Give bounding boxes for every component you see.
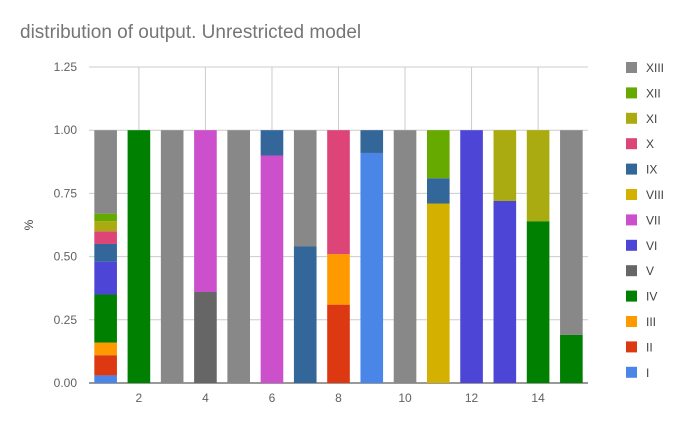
bar-segment-IV-x14 [526, 221, 550, 383]
bar-segment-III-x8 [327, 254, 350, 305]
legend-label: IV [646, 290, 657, 304]
bar-segment-IX-x7 [293, 246, 317, 383]
x-tick-label: 4 [202, 391, 209, 405]
bar-segment-XIII-x5 [227, 130, 251, 383]
legend-swatch [626, 341, 637, 353]
bar-segment-XIII-x15 [560, 130, 583, 335]
bar-segment-IX-x6 [260, 130, 284, 156]
legend-label: II [646, 340, 653, 354]
legend-swatch [626, 138, 637, 150]
legend-swatch [626, 265, 637, 277]
chart-title: distribution of output. Unrestricted mod… [20, 22, 362, 43]
bar-segment-X-x1 [94, 231, 117, 244]
bar-segment-XIII-x1 [94, 130, 117, 214]
legend-label: XIII [646, 61, 664, 75]
bar-segment-XII-x11 [426, 130, 450, 179]
bar-segment-VI-x13 [493, 200, 517, 383]
legend-label: XI [646, 112, 657, 126]
bar-segment-XIII-x7 [293, 130, 317, 247]
bar-segment-VI-x12 [460, 130, 483, 383]
legend-label: IX [646, 163, 657, 177]
bar-segment-IV-x1 [94, 294, 117, 343]
bar-segment-X-x8 [327, 130, 350, 255]
bar-segment-XIII-x10 [393, 130, 417, 383]
legend-swatch [626, 87, 637, 99]
y-tick-label: 0.50 [54, 250, 78, 264]
x-tick-label: 10 [398, 391, 412, 405]
y-tick-label: 0.25 [54, 313, 78, 327]
legend-swatch [626, 366, 637, 378]
bar-segment-I-x1 [94, 375, 117, 383]
legend-swatch [626, 112, 637, 124]
legend-label: XII [646, 86, 661, 100]
bar-segment-XIII-x3 [160, 130, 184, 383]
x-tick-label: 6 [269, 391, 276, 405]
legend-swatch [626, 214, 637, 226]
legend-swatch [626, 316, 637, 327]
legend-label: X [646, 137, 654, 151]
legend-swatch [626, 62, 637, 73]
legend-label: VII [646, 213, 661, 227]
bar-segment-XII-x1 [94, 213, 117, 222]
legend-label: V [646, 264, 654, 278]
bar-segment-II-x1 [94, 355, 117, 376]
bar-segment-VII-x6 [260, 155, 284, 383]
bar-segment-IV-x2 [127, 130, 151, 383]
x-tick-label: 14 [531, 391, 545, 405]
legend-swatch [626, 189, 637, 200]
legend-label: VI [646, 239, 657, 253]
bar-segment-IX-x1 [94, 243, 117, 262]
legend-swatch [626, 163, 637, 175]
bar-segment-VI-x1 [94, 261, 117, 295]
bar-segment-VII-x4 [194, 130, 217, 292]
bar-segment-IV-x15 [560, 334, 583, 383]
legend-label: I [646, 366, 649, 380]
y-tick-label: 1.25 [54, 60, 78, 74]
axes: 0.00 0.25 0.50 0.75 1.00 1.25 2 4 6 8 10 12 14% [22, 60, 545, 405]
y-axis-label: % [22, 219, 36, 230]
bar-segment-IX-x11 [426, 178, 450, 204]
bar-segment-I-x9 [360, 152, 384, 383]
legend-swatch [626, 239, 637, 251]
bar-segment-XI-x1 [94, 221, 117, 232]
bar-segment-XI-x14 [526, 130, 550, 222]
bar-segment-V-x4 [194, 291, 217, 383]
legend-swatch [626, 290, 637, 302]
bar-segment-XI-x13 [493, 130, 517, 201]
legend-label: VIII [646, 188, 664, 202]
bar-segment-II-x8 [327, 304, 350, 383]
x-tick-label: 12 [465, 391, 479, 405]
y-tick-label: 0.00 [54, 376, 78, 390]
legend-label: III [646, 315, 656, 329]
y-tick-label: 0.75 [54, 186, 78, 200]
y-tick-label: 1.00 [54, 123, 78, 137]
bars [94, 130, 583, 383]
x-tick-label: 2 [136, 391, 143, 405]
x-tick-label: 8 [335, 391, 342, 405]
bar-segment-III-x1 [94, 342, 117, 356]
bar-segment-IX-x9 [360, 130, 384, 153]
bar-segment-VIII-x11 [426, 203, 450, 383]
